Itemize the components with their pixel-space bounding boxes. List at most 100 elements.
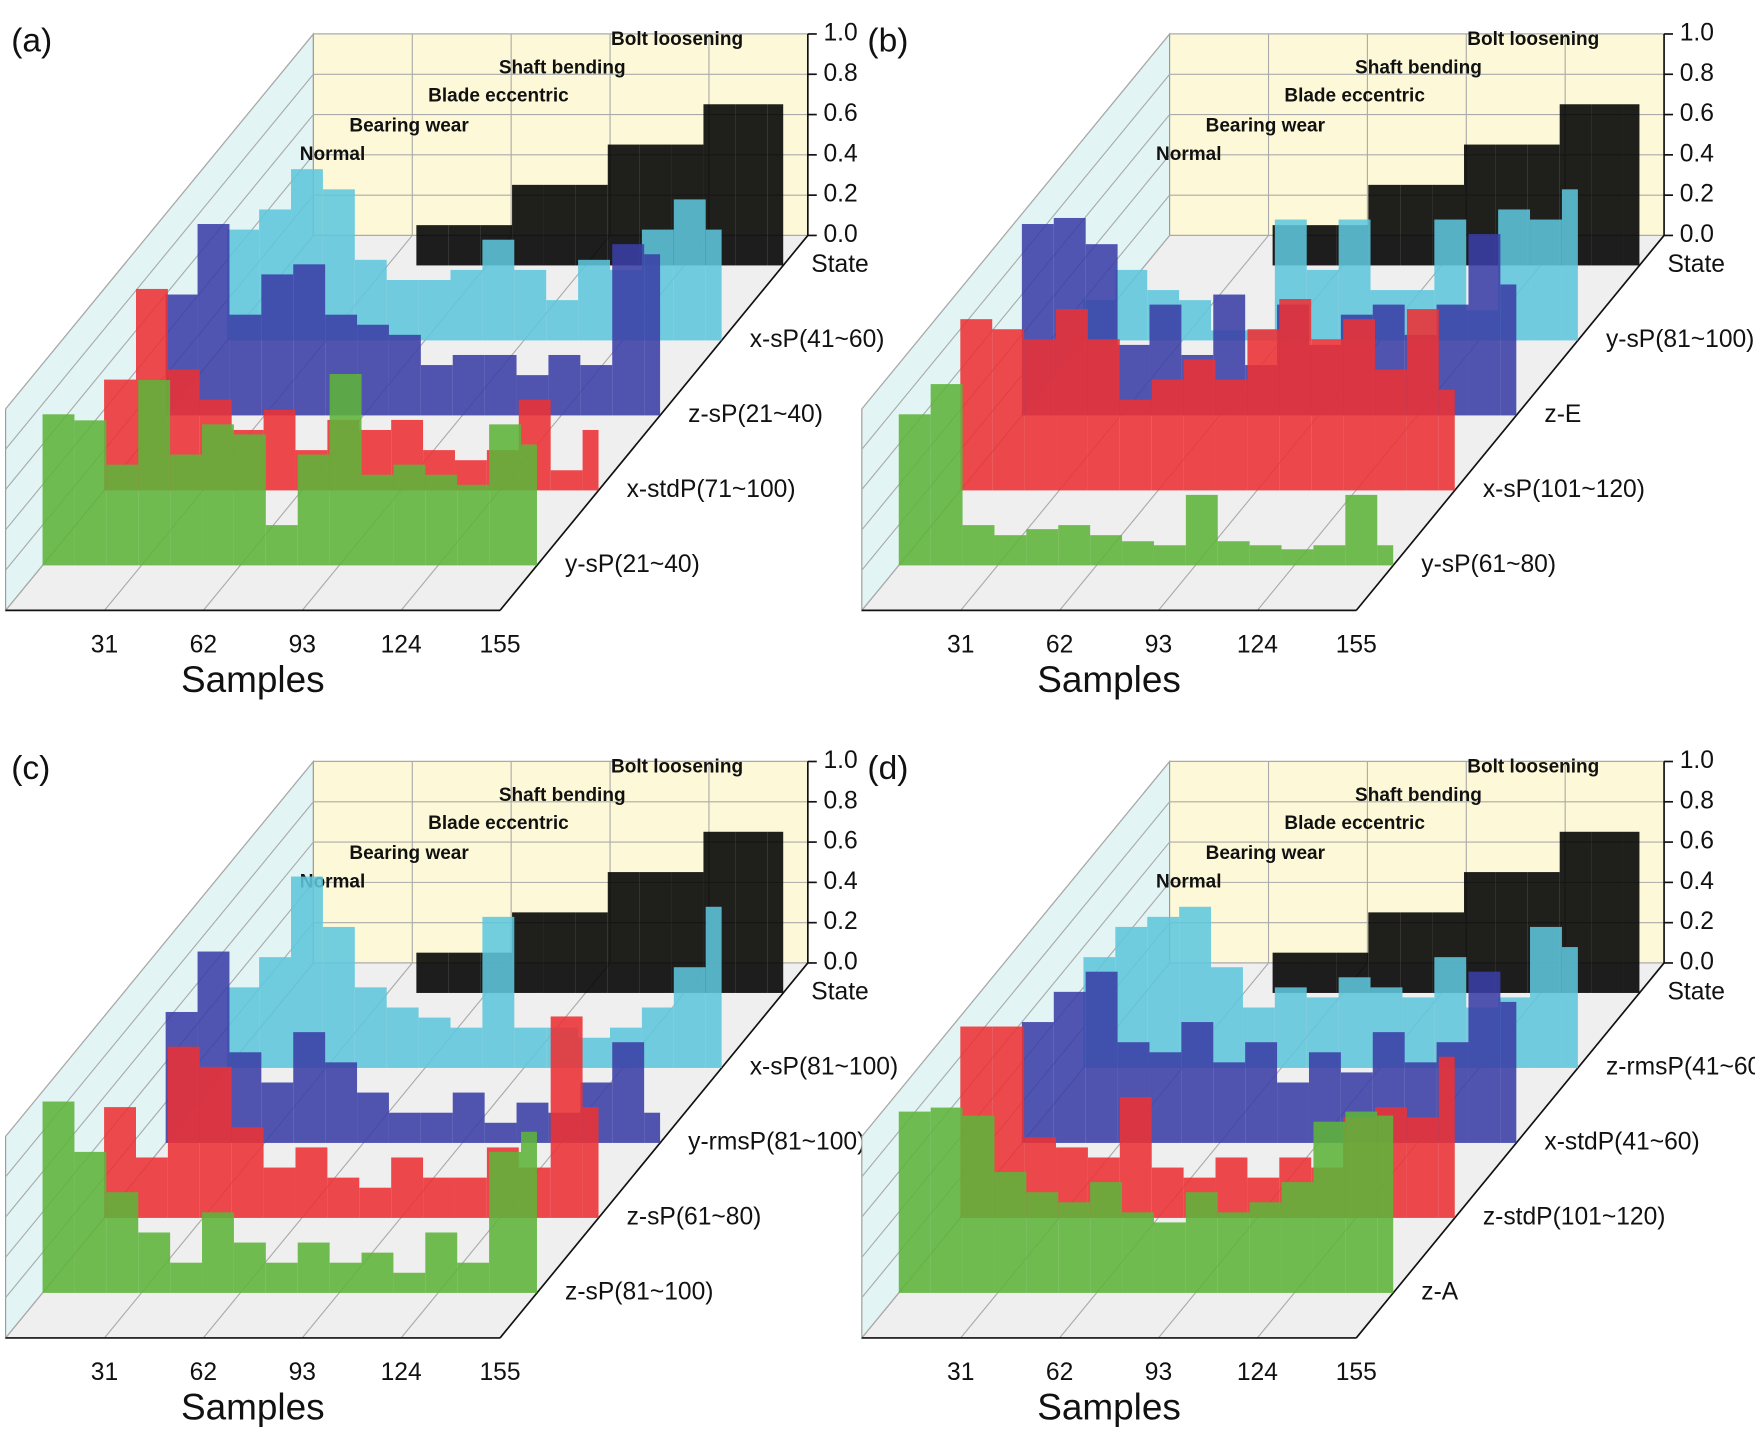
state-annotation: Shaft bending [499, 785, 626, 806]
left-grid-line [5, 33, 314, 410]
state-annotation: Bearing wear [349, 843, 469, 864]
series-step [1400, 912, 1433, 993]
series-step [1183, 359, 1216, 491]
z-tick-label: 0.0 [1680, 221, 1714, 248]
z-tick-label: 0.8 [823, 787, 857, 814]
series-name: y-sP(61~80) [1421, 551, 1556, 578]
series-step [482, 916, 515, 1068]
series-step [293, 1032, 326, 1143]
series-step [1217, 541, 1250, 566]
z-tick-label: 0.0 [823, 221, 857, 248]
series-step [1085, 971, 1118, 1143]
series-step [1153, 545, 1186, 566]
x-tick-label: 155 [1336, 632, 1377, 659]
series-step [1215, 1157, 1248, 1218]
x-axis-label: Samples [181, 1386, 325, 1427]
series-step [357, 1092, 389, 1143]
state-annotation: Blade eccentric [428, 813, 569, 834]
x-tick-label: 31 [91, 632, 118, 659]
z-tick-label: 0.4 [823, 868, 857, 895]
series-step [1377, 545, 1394, 566]
series-step [450, 269, 483, 341]
series-step [1591, 104, 1624, 266]
series-step [457, 484, 490, 566]
series-step [167, 1046, 200, 1218]
series-step [930, 384, 963, 566]
series-step [1151, 1167, 1184, 1218]
series-step [425, 1232, 458, 1293]
series-step [1087, 339, 1120, 491]
series-step [425, 474, 458, 566]
series-step [578, 259, 610, 341]
series-step [1623, 104, 1640, 266]
series-step [1272, 952, 1305, 993]
x-tick-label: 155 [479, 1359, 520, 1386]
series-step [550, 1016, 583, 1218]
series-step [735, 831, 768, 993]
series-name: State [1668, 251, 1725, 278]
series-step [354, 987, 387, 1068]
series-step [1122, 541, 1154, 566]
state-annotation: Shaft bending [499, 57, 626, 78]
series-step [1249, 545, 1282, 566]
series-name: z-sP(81~100) [565, 1278, 713, 1305]
series-name: State [1668, 978, 1725, 1005]
series-step [450, 1027, 483, 1068]
series-step [1277, 1082, 1309, 1143]
series-step [1247, 329, 1280, 491]
series-step [170, 1262, 203, 1293]
series-name: x-sP(81~100) [750, 1053, 898, 1080]
x-tick-label: 31 [91, 1359, 118, 1386]
series-step [1058, 1202, 1091, 1293]
state-annotation: Bearing wear [1206, 116, 1326, 137]
left-grid-line [861, 33, 1171, 410]
series-step [1147, 916, 1180, 1068]
series-step [423, 1177, 455, 1218]
series-step [197, 224, 230, 416]
series-step [295, 1147, 328, 1218]
x-tick-label: 93 [1145, 1359, 1172, 1386]
series-name: x-stdP(71~100) [627, 476, 796, 503]
series-step [644, 254, 661, 416]
series-name: State [811, 978, 868, 1005]
series-step [1056, 309, 1088, 491]
series-step [1122, 1212, 1154, 1293]
series-step [705, 229, 722, 341]
series-step [1217, 1212, 1250, 1293]
depth-axis [1355, 962, 1665, 1339]
series-step [202, 1212, 234, 1293]
series-step [1090, 535, 1123, 566]
state-annotation: Blade eccentric [428, 85, 569, 106]
series-step [1468, 971, 1501, 1143]
x-tick-label: 62 [190, 632, 217, 659]
series-name: x-sP(101~120) [1483, 476, 1645, 503]
series-step [962, 525, 995, 566]
series-step [138, 1232, 171, 1293]
x-tick-label: 124 [381, 632, 422, 659]
series-step [1119, 1097, 1152, 1218]
series-name: z-A [1421, 1278, 1458, 1305]
state-annotation: Bolt loosening [611, 29, 743, 50]
series-step [361, 1252, 394, 1293]
series-name: x-sP(41~60) [750, 326, 885, 353]
series-step [1185, 494, 1218, 566]
z-tick-label: 0.8 [823, 60, 857, 87]
series-step [418, 1017, 451, 1068]
series-step [489, 1151, 522, 1293]
series-step [1279, 299, 1312, 491]
series-step [1368, 184, 1401, 266]
series-step [416, 952, 449, 993]
state-annotation: Normal [1156, 871, 1222, 892]
series-step [391, 1157, 424, 1218]
series-step [386, 279, 419, 341]
z-tick-label: 0.8 [1680, 60, 1714, 87]
series-step [1377, 1115, 1394, 1293]
series-step [1591, 831, 1624, 993]
series-step [1090, 1182, 1123, 1293]
x-tick-label: 62 [190, 1359, 217, 1386]
z-tick-label: 0.6 [1680, 828, 1714, 855]
series-step [735, 104, 768, 266]
x-tick-label: 124 [381, 1359, 422, 1386]
x-axis-label: Samples [181, 659, 325, 700]
